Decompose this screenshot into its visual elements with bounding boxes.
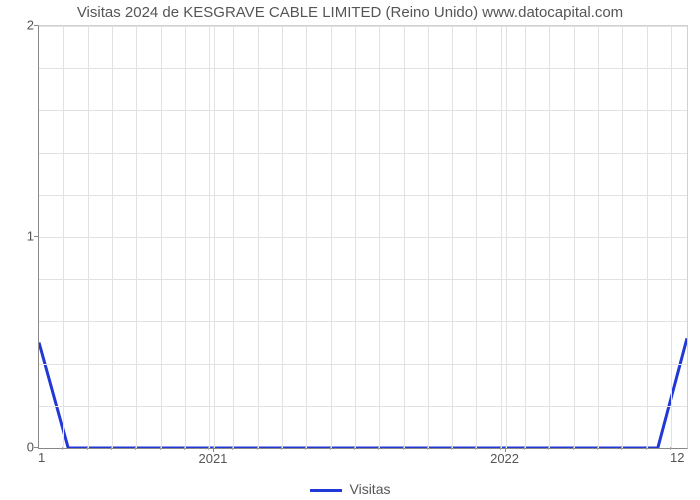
v-gridline (506, 26, 507, 448)
v-gridline-minor (282, 26, 283, 448)
v-gridline-minor (112, 26, 113, 448)
v-gridline-minor (622, 26, 623, 448)
y-tick-label: 1 (22, 229, 34, 244)
x-minor-tick (160, 447, 161, 450)
x-minor-tick (500, 447, 501, 450)
v-gridline-minor (404, 26, 405, 448)
y-tick-mark (34, 447, 38, 448)
chart-title: Visitas 2024 de KESGRAVE CABLE LIMITED (… (0, 4, 700, 21)
v-gridline-minor (476, 26, 477, 448)
x-minor-tick (403, 447, 404, 450)
v-gridline-minor (161, 26, 162, 448)
x-minor-tick (548, 447, 549, 450)
y-tick-label: 2 (22, 18, 34, 33)
v-gridline-minor (671, 26, 672, 448)
x-minor-tick (281, 447, 282, 450)
x-secondary-left: 1 (38, 450, 45, 465)
v-gridline-minor (88, 26, 89, 448)
x-minor-tick (87, 447, 88, 450)
x-minor-tick (208, 447, 209, 450)
legend: Visitas (0, 481, 700, 497)
v-gridline-minor (331, 26, 332, 448)
v-gridline-minor (647, 26, 648, 448)
v-gridline-minor (63, 26, 64, 448)
v-gridline-minor (428, 26, 429, 448)
x-tick-label: 2022 (490, 451, 519, 466)
plot-area (38, 25, 688, 449)
v-gridline-minor (209, 26, 210, 448)
x-tick-mark (213, 447, 214, 452)
v-gridline-minor (233, 26, 234, 448)
v-gridline-minor (525, 26, 526, 448)
x-tick-label: 2021 (198, 451, 227, 466)
x-minor-tick (646, 447, 647, 450)
v-gridline-minor (379, 26, 380, 448)
v-gridline-minor (258, 26, 259, 448)
x-minor-tick (232, 447, 233, 450)
x-minor-tick (111, 447, 112, 450)
x-minor-tick (354, 447, 355, 450)
x-minor-tick (670, 447, 671, 450)
v-gridline-minor (501, 26, 502, 448)
v-gridline-minor (574, 26, 575, 448)
v-gridline-minor (598, 26, 599, 448)
y-tick-mark (34, 25, 38, 26)
v-gridline-minor (136, 26, 137, 448)
x-minor-tick (257, 447, 258, 450)
x-minor-tick (573, 447, 574, 450)
v-gridline (214, 26, 215, 448)
v-gridline-minor (355, 26, 356, 448)
legend-swatch (310, 489, 342, 492)
v-gridline-minor (452, 26, 453, 448)
x-minor-tick (524, 447, 525, 450)
x-minor-tick (62, 447, 63, 450)
x-minor-tick (597, 447, 598, 450)
y-tick-label: 0 (22, 440, 34, 455)
x-minor-tick (475, 447, 476, 450)
x-minor-tick (427, 447, 428, 450)
x-minor-tick (305, 447, 306, 450)
legend-label: Visitas (350, 481, 391, 497)
x-minor-tick (135, 447, 136, 450)
x-minor-tick (330, 447, 331, 450)
x-minor-tick (184, 447, 185, 450)
x-minor-tick (378, 447, 379, 450)
x-minor-tick (621, 447, 622, 450)
v-gridline-minor (185, 26, 186, 448)
x-minor-tick (451, 447, 452, 450)
y-tick-mark (34, 236, 38, 237)
v-gridline-minor (549, 26, 550, 448)
x-tick-mark (505, 447, 506, 452)
x-secondary-right: 12 (670, 450, 684, 465)
v-gridline-minor (306, 26, 307, 448)
